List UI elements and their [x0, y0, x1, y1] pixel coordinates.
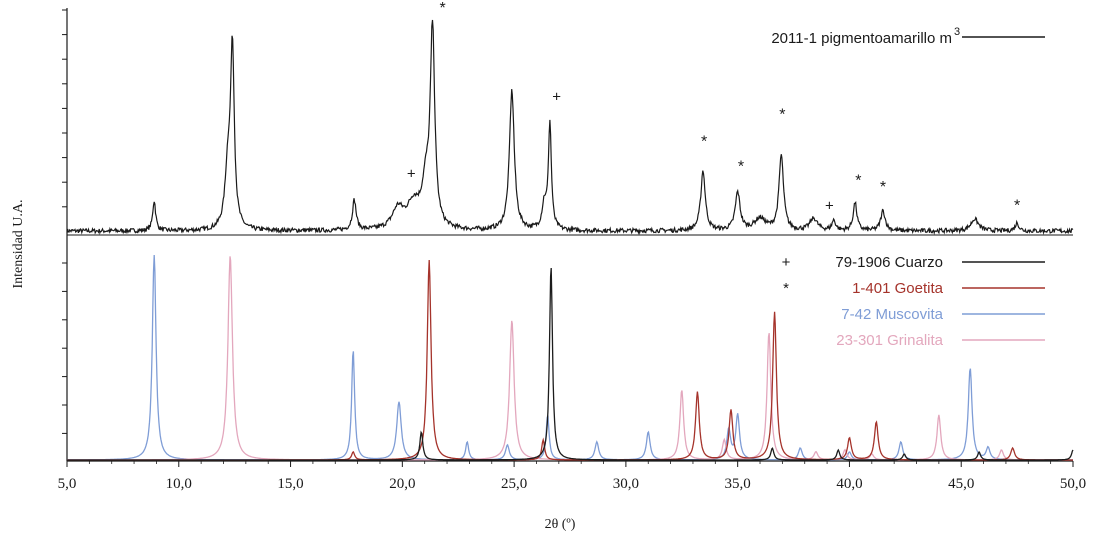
bottom-legend: +79-1906 Cuarzo * 1-401 Goetita 7-42 Muscov… — [782, 254, 1045, 349]
top-panel: * + + * * * + * * * — [66, 0, 1074, 236]
legend-label: 79-1906 Cuarzo — [835, 254, 943, 271]
legend-label: 1-401 Goetita — [852, 280, 944, 297]
goetita-marker: * — [738, 159, 744, 176]
plot-frame — [66, 8, 1073, 462]
x-axis-label: 2θ (º) — [545, 517, 576, 532]
goetita-marker: * — [1014, 197, 1020, 214]
goetita-marker: * — [779, 107, 785, 124]
legend-label: 2011-1 pigmentoamarillo m — [771, 30, 952, 47]
goetita-marker: * — [439, 0, 445, 17]
legend-superscript: 3 — [954, 26, 960, 38]
x-tick-label: 25,0 — [501, 476, 527, 492]
x-tick-label: 15,0 — [277, 476, 303, 492]
legend-label: 23-301 Grinalita — [836, 332, 943, 349]
x-tick-label: 35,0 — [725, 476, 751, 492]
pattern-line — [66, 19, 1074, 236]
x-tick-label: 20,0 — [389, 476, 415, 492]
y-axis-label: Intensidad U.A. — [11, 199, 26, 288]
x-tick-label: 10,0 — [166, 476, 192, 492]
cuarzo-marker: + — [407, 166, 416, 183]
x-tick-label: 50,0 — [1060, 476, 1086, 492]
legend-label: 7-42 Muscovita — [841, 306, 943, 323]
goetita-marker: * — [701, 134, 707, 151]
reference-line-cuarzo — [67, 267, 1074, 461]
x-tick-label: 5,0 — [58, 476, 77, 492]
bottom-panel — [67, 254, 1074, 461]
legend-marker: * — [783, 280, 789, 297]
goetita-marker: * — [855, 172, 861, 189]
legend-marker: + — [782, 254, 791, 271]
x-tick-label: 40,0 — [836, 476, 862, 492]
axis-ticks: 5,0 10,0 15,0 20,0 25,0 30,0 35,0 40,0 45,0 50,0 — [58, 9, 1086, 492]
cuarzo-marker: + — [552, 88, 561, 105]
x-tick-label: 30,0 — [613, 476, 639, 492]
x-tick-label: 45,0 — [948, 476, 974, 492]
cuarzo-marker: + — [825, 197, 834, 214]
goetita-marker: * — [880, 179, 886, 196]
